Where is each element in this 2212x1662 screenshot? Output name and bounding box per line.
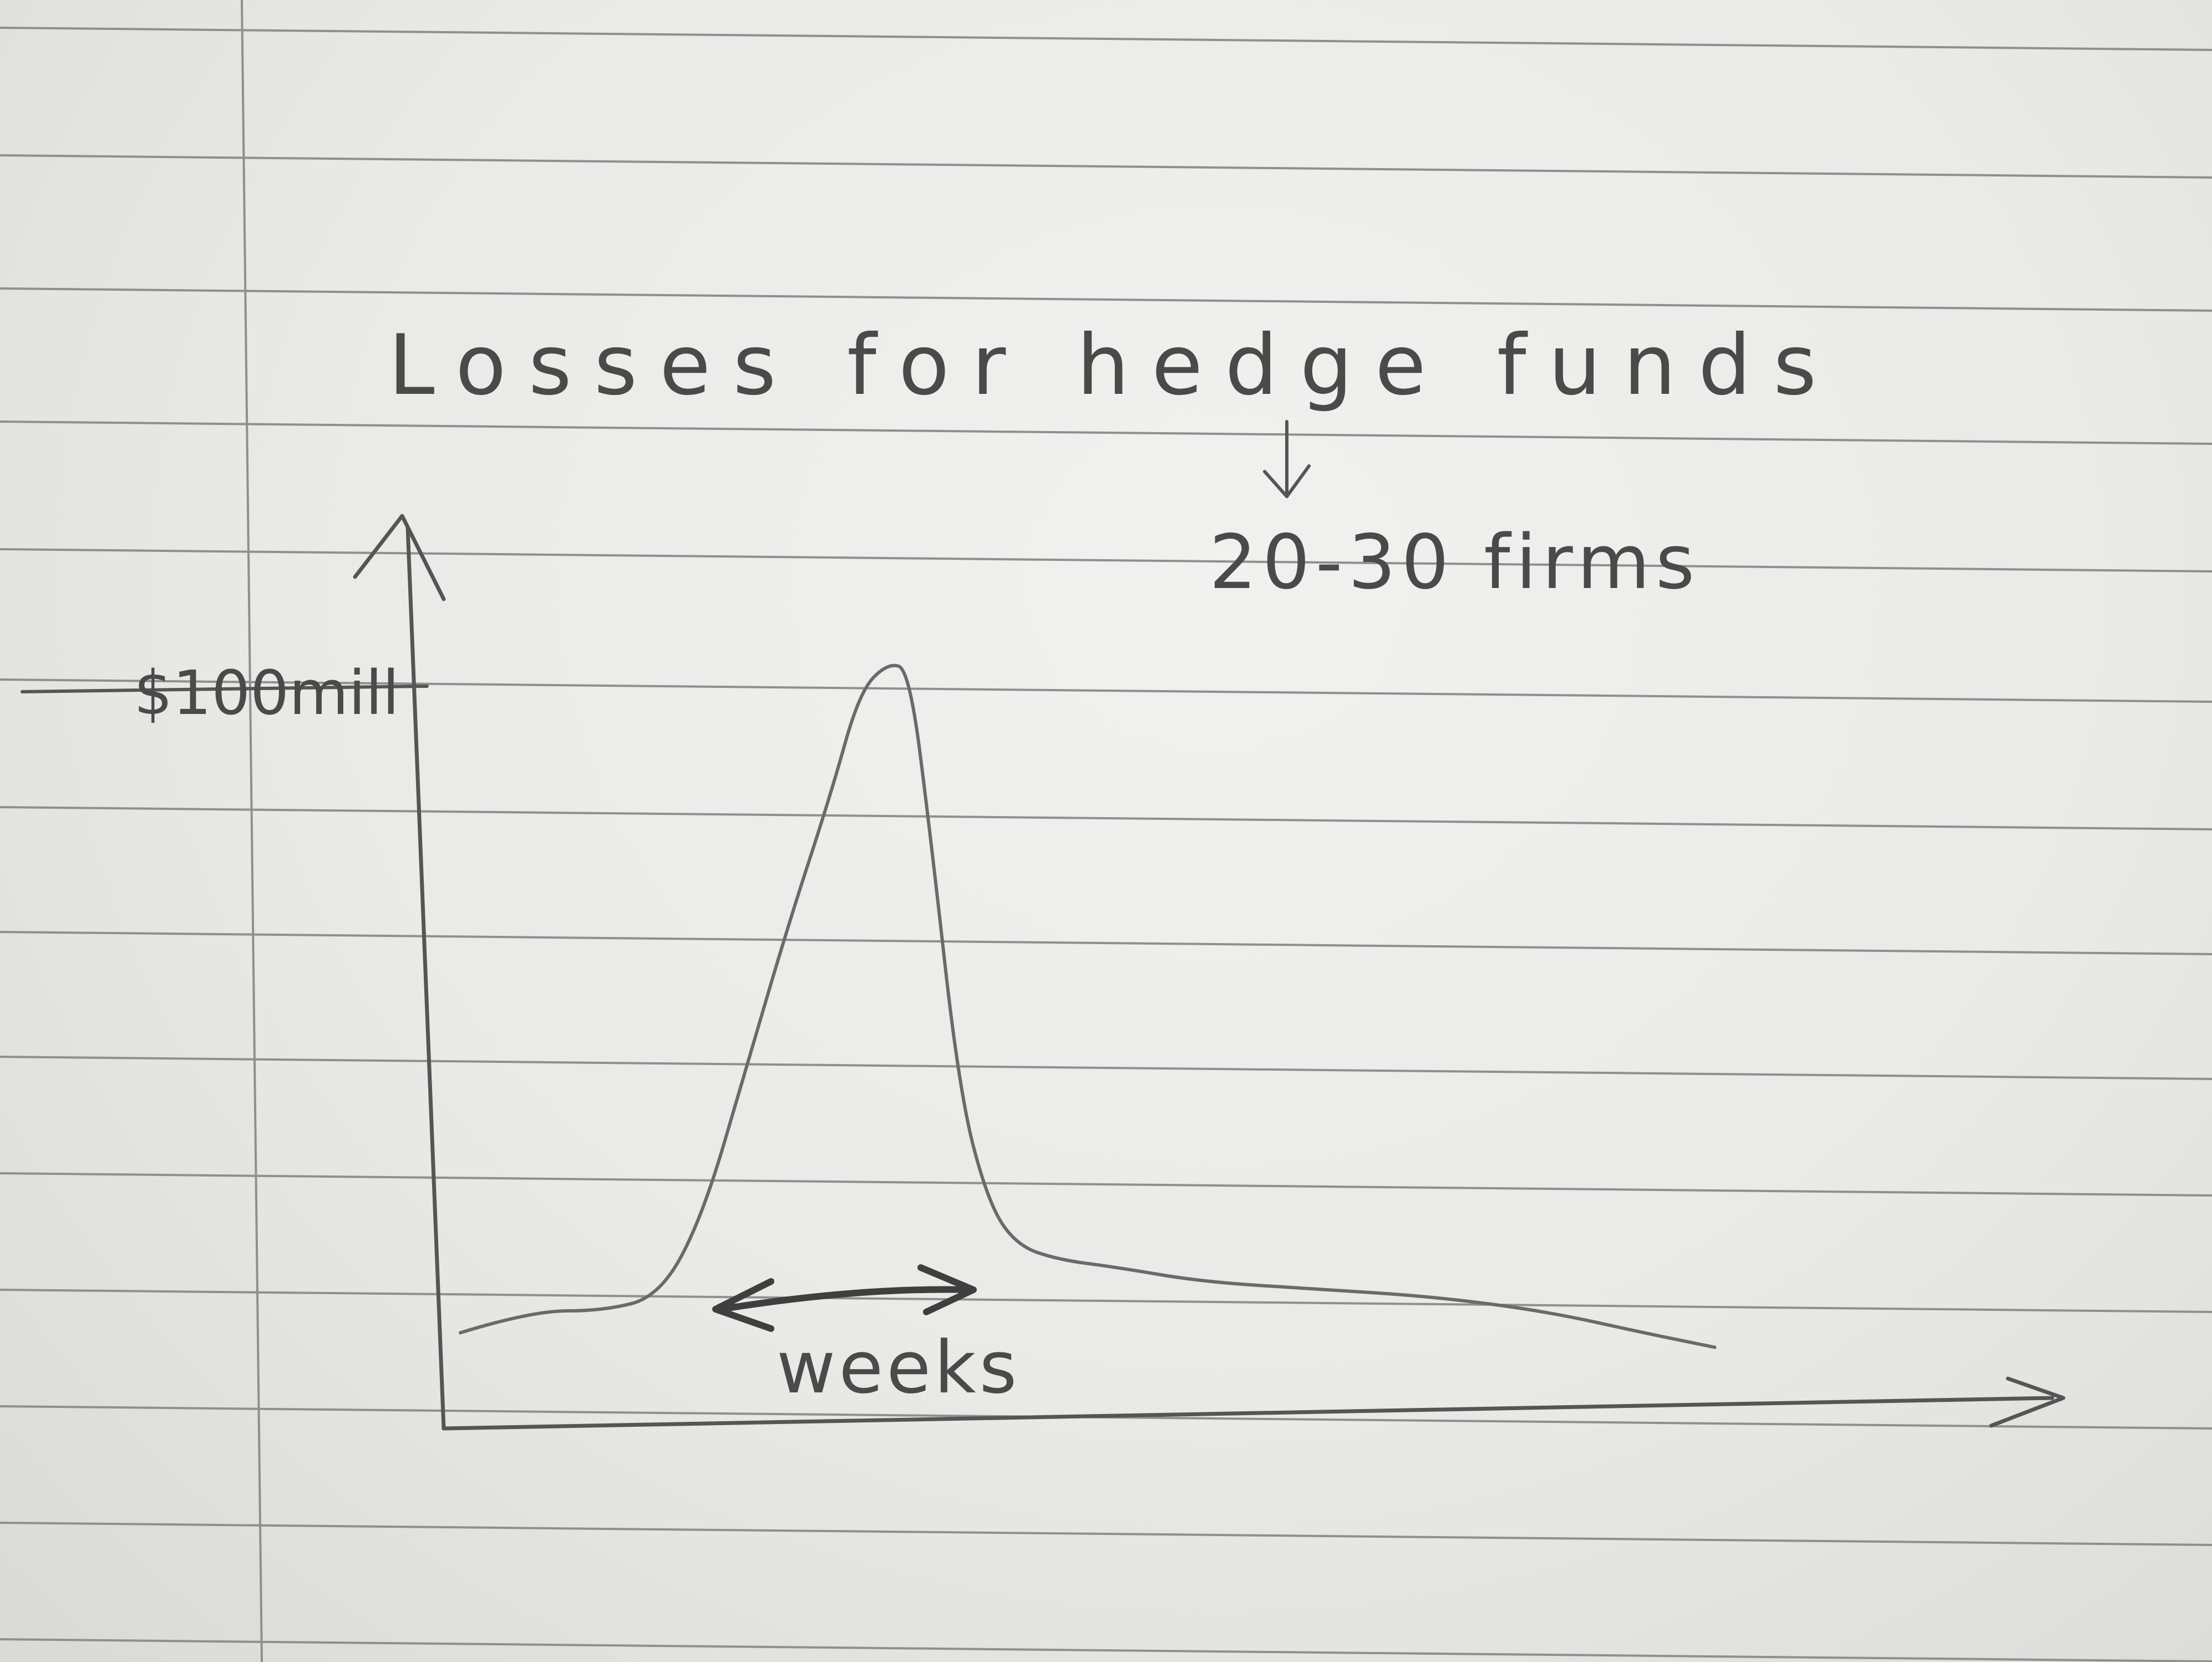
- ruled-line: [0, 931, 2212, 955]
- series-line: [459, 663, 1717, 1349]
- ruled-line: [0, 1289, 2212, 1313]
- x-axis-label: weeks: [777, 1325, 1020, 1410]
- ruled-line: [0, 1522, 2212, 1546]
- duration-double-arrow: [712, 1264, 977, 1332]
- y-tick-mark: [21, 684, 429, 693]
- ruled-line: [0, 1056, 2212, 1080]
- ruled-line: [0, 27, 2212, 51]
- ruled-line: [0, 1172, 2212, 1197]
- annotation-text: 20-30 firms: [1209, 519, 1700, 606]
- chart: $100mill weeks Losses for hedge funds 20…: [21, 317, 2066, 1431]
- ruled-line: [0, 154, 2212, 179]
- ruled-line: [0, 806, 2212, 830]
- x-axis: [442, 1396, 2054, 1431]
- ruled-line: [0, 548, 2212, 572]
- ruled-line: [0, 420, 2212, 445]
- y-axis: [405, 525, 446, 1431]
- annotation-arrow: [1263, 420, 1311, 498]
- margin-line: [241, 0, 263, 1662]
- chart-title: Losses for hedge funds: [388, 317, 1839, 414]
- ruled-line: [0, 1638, 2212, 1662]
- x-axis-arrowhead: [1989, 1376, 2066, 1428]
- y-tick-label: $100mill: [134, 657, 399, 728]
- ruled-line: [0, 287, 2212, 312]
- y-axis-arrowhead: [353, 514, 446, 601]
